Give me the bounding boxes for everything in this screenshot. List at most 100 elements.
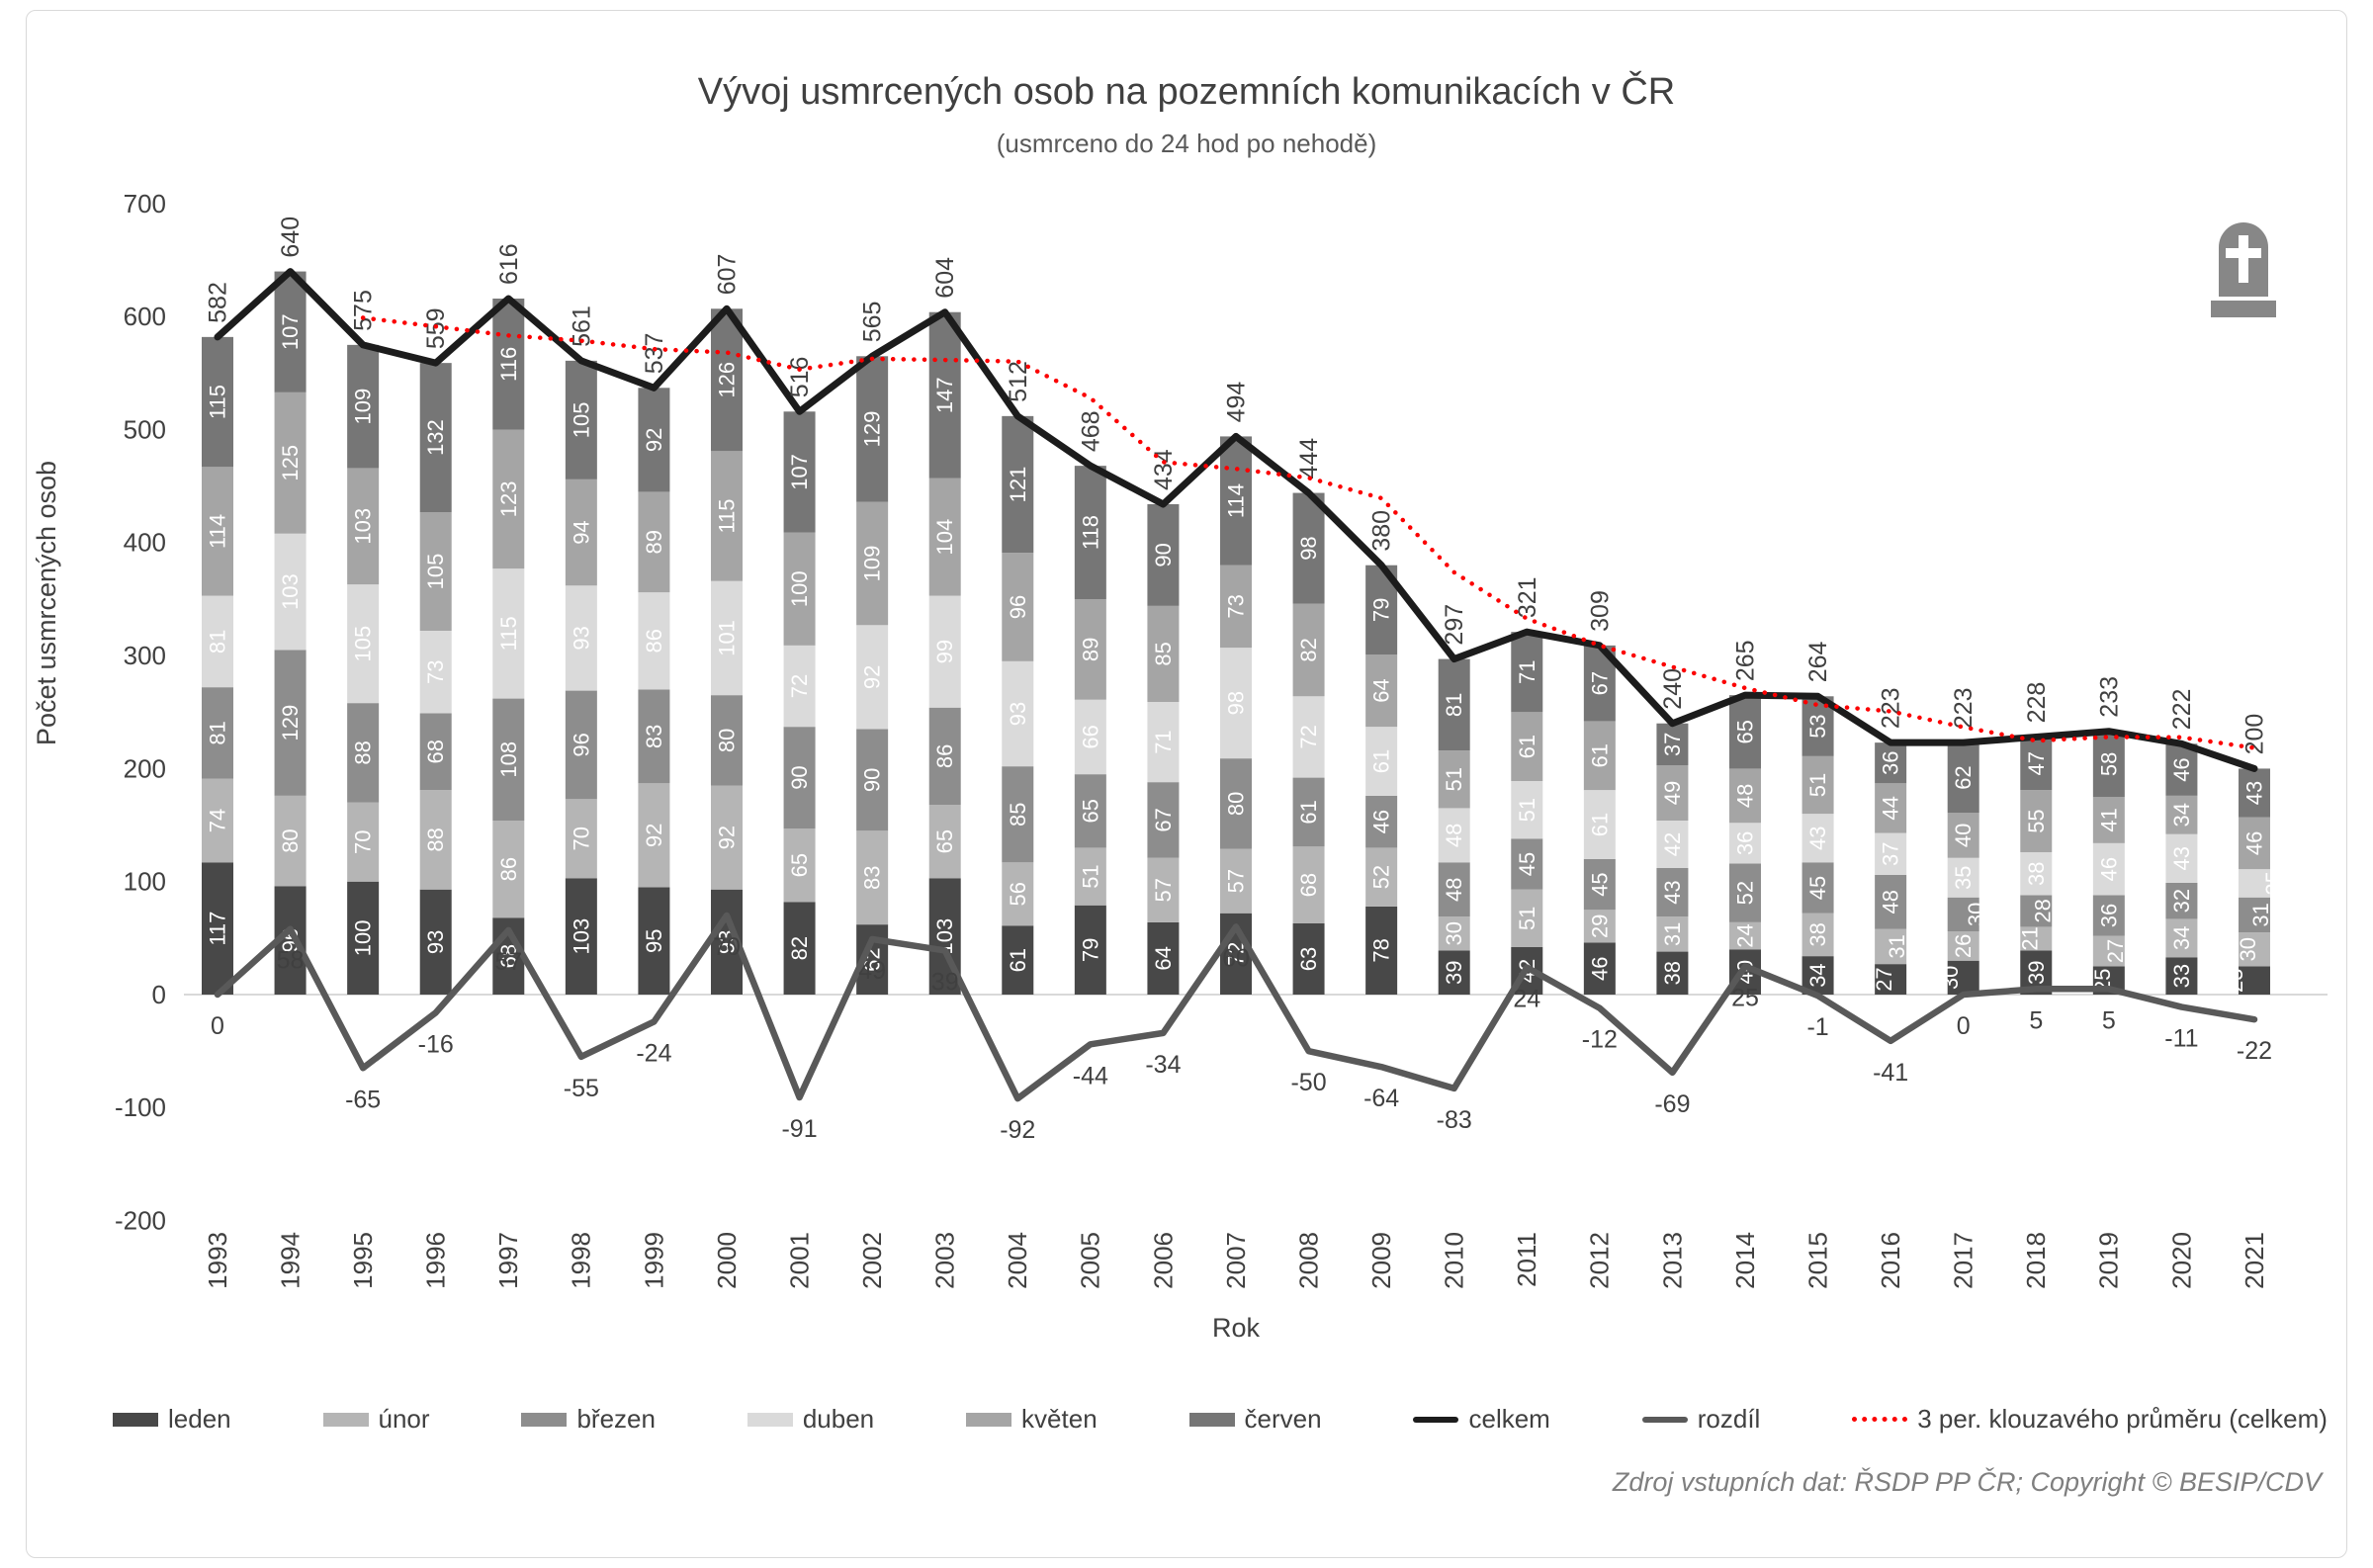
legend-item-celkem: celkem <box>1413 1404 1550 1435</box>
bar-value-label: 27 <box>1872 967 1896 991</box>
bar-segment-duben <box>2165 833 2198 883</box>
bar-segment-květen <box>928 478 961 596</box>
bar-value-label: 70 <box>351 829 376 853</box>
legend-swatch-duben <box>747 1412 793 1427</box>
bar-value-label: 90 <box>1151 543 1176 566</box>
bar-value-label: 80 <box>714 729 739 752</box>
bar-value-label: 93 <box>423 930 448 954</box>
bar-value-label: 30 <box>2236 937 2260 961</box>
bar-value-label: 95 <box>642 928 666 952</box>
bar-segment-březen <box>638 689 670 784</box>
bar-segment-duben <box>565 585 597 691</box>
bar-segment-květen <box>1583 721 1616 791</box>
rozdil-value-label: -12 <box>1582 1026 1618 1054</box>
bar-segment-leden <box>347 881 380 995</box>
bar-segment-březen <box>1511 838 1543 890</box>
legend-swatch-červen <box>1188 1412 1235 1427</box>
bar-value-label: 109 <box>860 546 885 582</box>
celkem-value-label: 607 <box>713 254 741 296</box>
bar-value-label: 25 <box>2223 968 2247 992</box>
y-tick-label: -100 <box>115 1092 166 1122</box>
bar-value-label: 81 <box>205 630 229 653</box>
bar-value-label: 68 <box>1296 873 1321 897</box>
bar-value-label: 73 <box>1223 594 1248 618</box>
bar-value-label: 92 <box>714 826 739 849</box>
rozdil-value-label: 25 <box>1731 984 1759 1011</box>
bar-segment-duben <box>1292 696 1325 778</box>
legend-swatch-květen <box>966 1412 1012 1427</box>
x-tick-label: 2003 <box>930 1232 960 1289</box>
rozdil-value-label: -24 <box>636 1039 671 1067</box>
bar-value-label: 61 <box>1515 735 1539 758</box>
bar-value-label: 48 <box>1442 824 1466 847</box>
bar-value-label: 52 <box>1732 881 1757 905</box>
bar-segment-červen <box>1147 504 1180 606</box>
bar-segment-leden <box>783 902 816 995</box>
bar-value-label: 117 <box>205 912 229 946</box>
bar-value-label: 48 <box>1442 877 1466 901</box>
bar-segment-únor <box>783 828 816 903</box>
bar-value-label: 61 <box>1006 948 1030 972</box>
y-tick-label: -200 <box>115 1205 166 1235</box>
bar-value-label: 34 <box>2169 803 2194 827</box>
y-tick-label: 500 <box>124 414 166 444</box>
bar-value-label: 37 <box>1879 841 1903 865</box>
rozdil-value-label: -83 <box>1437 1106 1472 1134</box>
bar-segment-červen <box>1002 415 1034 554</box>
bar-segment-květen <box>1365 654 1398 728</box>
legend-item-únor: únor <box>322 1404 430 1435</box>
bar-segment-květen <box>2020 790 2053 852</box>
bar-segment-únor <box>856 830 889 925</box>
bar-segment-květen <box>1875 783 1907 833</box>
legend-swatch-leden <box>113 1412 158 1427</box>
bar-segment-červen <box>202 336 233 468</box>
rozdil-value-label: -92 <box>1000 1116 1035 1144</box>
legend-label: červen <box>1244 1404 1322 1434</box>
celkem-value-label: 222 <box>2168 689 2196 731</box>
bar-value-label: 72 <box>787 674 812 698</box>
bar-segment-duben <box>1438 808 1470 863</box>
bar-segment-březen <box>419 713 452 791</box>
bar-segment-květen <box>783 532 816 646</box>
bar-segment-březen <box>1074 774 1106 848</box>
bar-value-label: 115 <box>496 616 521 651</box>
celkem-value-label: 223 <box>1878 687 1905 729</box>
y-tick-label: 700 <box>124 189 166 218</box>
bar-segment-duben <box>928 595 961 708</box>
x-tick-label: 2005 <box>1076 1232 1105 1289</box>
bar-segment-březen <box>2238 897 2270 933</box>
rozdil-value-label: -91 <box>781 1115 817 1143</box>
rozdil-value-label: 57 <box>494 948 522 976</box>
bar-value-label: 114 <box>1223 483 1248 518</box>
bar-segment-duben <box>1074 699 1106 775</box>
bar-value-label: 65 <box>787 853 812 877</box>
bar-segment-únor <box>1147 857 1180 922</box>
bar-value-label: 26 <box>1951 934 1976 958</box>
bar-segment-květen <box>419 512 452 631</box>
bar-value-label: 61 <box>1296 800 1321 824</box>
y-tick-label: 100 <box>124 867 166 897</box>
bar-value-label: 33 <box>2169 964 2194 988</box>
bar-segment-únor <box>1947 931 1979 961</box>
bar-value-label: 38 <box>1805 922 1830 946</box>
celkem-value-label: 565 <box>859 302 887 343</box>
bar-value-label: 115 <box>714 498 739 533</box>
bar-value-label: 40 <box>1951 824 1976 847</box>
bar-value-label: 105 <box>569 401 593 438</box>
bar-segment-únor <box>1728 921 1761 950</box>
bar-segment-duben <box>1947 857 1979 898</box>
celkem-value-label: 240 <box>1659 668 1687 710</box>
bar-segment-duben <box>419 631 452 714</box>
x-tick-label: 2013 <box>1657 1232 1687 1289</box>
rozdil-value-label: 60 <box>1222 944 1250 972</box>
bar-segment-březen <box>856 729 889 831</box>
bar-value-label: 100 <box>351 919 376 956</box>
bar-value-label: 65 <box>1078 799 1102 823</box>
bar-segment-květen <box>202 467 233 596</box>
legend-label: leden <box>168 1404 231 1434</box>
bar-value-label: 38 <box>1660 961 1685 985</box>
bar-segment-únor <box>1002 862 1034 926</box>
bar-segment-leden <box>1292 923 1325 995</box>
bar-value-label: 51 <box>1515 907 1539 930</box>
legend-label: březen <box>576 1404 656 1434</box>
